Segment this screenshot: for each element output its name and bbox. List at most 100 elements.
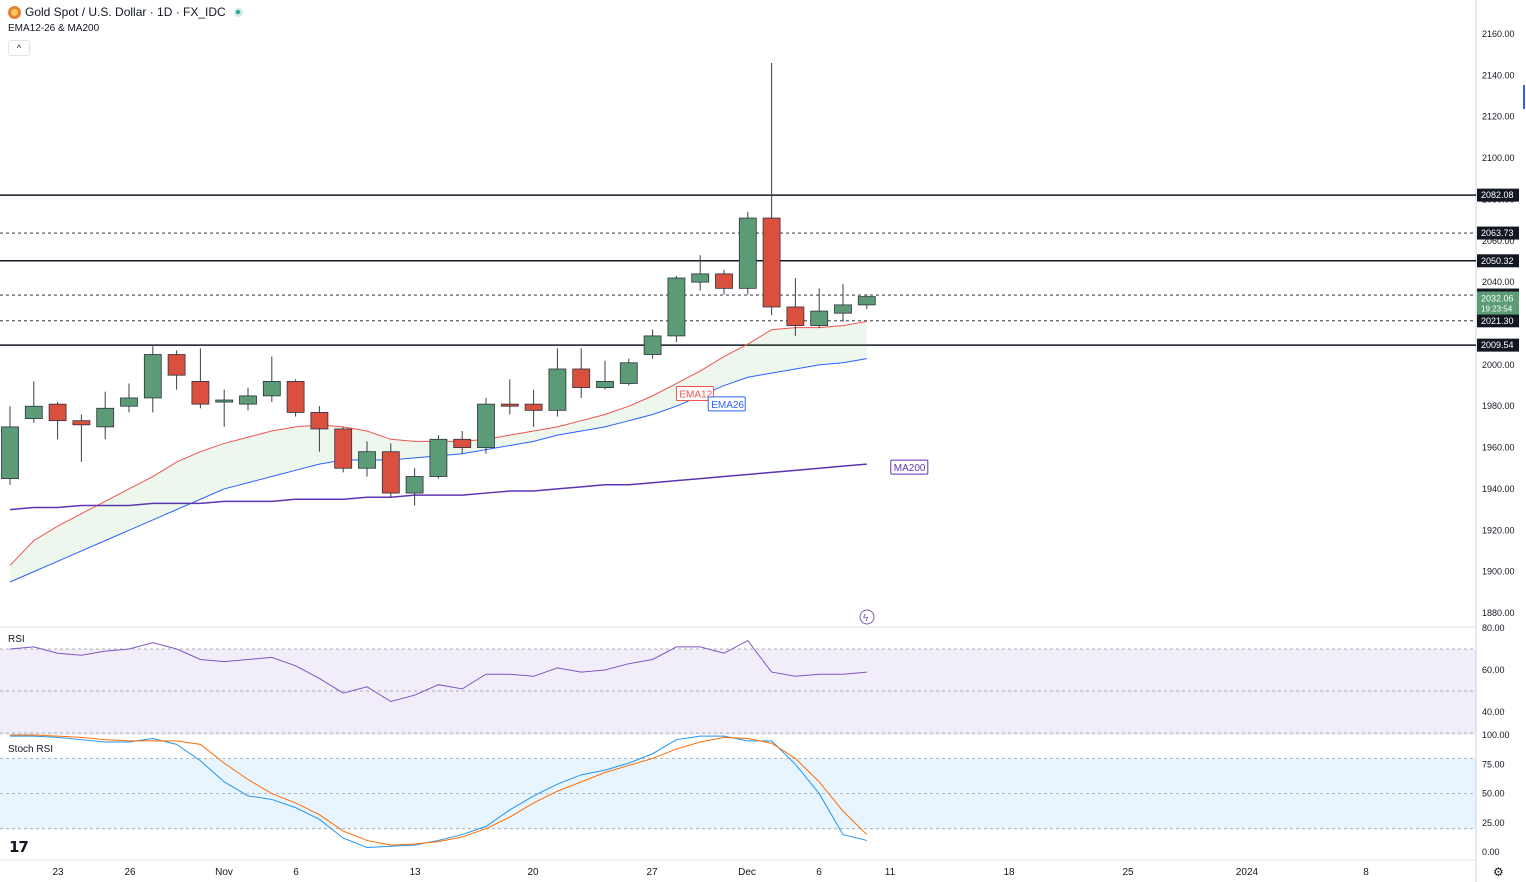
candle-body[interactable] xyxy=(405,476,424,494)
candle-body[interactable] xyxy=(381,451,400,494)
level-price-tag[interactable]: 2021.30 xyxy=(1477,314,1519,328)
ma200-line[interactable] xyxy=(9,463,867,511)
candle-body[interactable] xyxy=(667,277,686,337)
candle-body[interactable] xyxy=(334,428,353,469)
candle[interactable] xyxy=(786,278,805,336)
candle[interactable] xyxy=(262,356,281,403)
candle[interactable] xyxy=(691,255,710,291)
rsi-line[interactable] xyxy=(9,639,867,703)
candle[interactable] xyxy=(358,441,376,477)
candle-body[interactable] xyxy=(24,405,43,420)
candle-body[interactable] xyxy=(643,335,662,355)
ema12-label[interactable]: EMA12 xyxy=(675,385,714,401)
candle-body[interactable] xyxy=(691,273,710,283)
candle-body[interactable] xyxy=(286,380,305,413)
candle[interactable] xyxy=(477,397,495,454)
candle-body[interactable] xyxy=(524,403,543,411)
candle[interactable] xyxy=(667,275,686,343)
candle-body[interactable] xyxy=(96,407,115,428)
level-price-tag[interactable]: 2063.73 xyxy=(1477,226,1519,240)
candle-body[interactable] xyxy=(167,354,186,376)
candle-body[interactable] xyxy=(619,362,638,384)
ema26-label[interactable]: EMA26 xyxy=(707,396,746,412)
candle-body[interactable] xyxy=(572,368,591,389)
candle-body[interactable] xyxy=(477,403,495,448)
candle[interactable] xyxy=(24,381,43,423)
candle[interactable] xyxy=(96,391,115,440)
candle[interactable] xyxy=(500,379,519,415)
candle-body[interactable] xyxy=(239,395,257,405)
candle-body[interactable] xyxy=(834,304,852,314)
candle[interactable] xyxy=(857,294,876,310)
stoch-rsi-pane-label[interactable]: Stoch RSI xyxy=(8,744,54,755)
stoch-k-line[interactable] xyxy=(10,735,867,848)
candle-body[interactable] xyxy=(310,412,329,430)
candle[interactable] xyxy=(286,379,305,417)
candle-body[interactable] xyxy=(358,451,376,469)
candle-body[interactable] xyxy=(1,426,19,479)
candle-body[interactable] xyxy=(262,380,281,397)
candle[interactable] xyxy=(167,350,186,390)
candle[interactable] xyxy=(1,406,19,485)
candle-body[interactable] xyxy=(548,368,567,411)
level-price-tag[interactable]: 2050.32 xyxy=(1477,254,1519,268)
candle-body[interactable] xyxy=(120,397,138,407)
candle-body[interactable] xyxy=(762,217,781,308)
candle[interactable] xyxy=(715,269,733,295)
candle-body[interactable] xyxy=(715,273,733,289)
level-price-tag[interactable]: 2082.08 xyxy=(1477,188,1519,202)
candle[interactable] xyxy=(215,389,234,427)
candle[interactable] xyxy=(381,443,400,498)
collapse-legend-button[interactable]: ^ xyxy=(8,40,30,56)
candle[interactable] xyxy=(120,383,138,413)
candle-body[interactable] xyxy=(48,403,67,422)
candle-body[interactable] xyxy=(191,380,210,405)
scroll-indicator[interactable] xyxy=(1523,85,1525,109)
stoch-d-line[interactable] xyxy=(10,734,868,846)
candle-body[interactable] xyxy=(429,438,448,477)
rsi-pane-label[interactable]: RSI xyxy=(8,634,25,645)
candle[interactable] xyxy=(143,346,162,413)
candle[interactable] xyxy=(762,62,781,316)
candle[interactable] xyxy=(572,348,591,398)
indicator-legend[interactable]: EMA12-26 & MA200 xyxy=(8,23,100,34)
candle[interactable] xyxy=(524,389,543,427)
candle[interactable] xyxy=(810,288,829,328)
candle[interactable] xyxy=(310,406,329,452)
candle-body[interactable] xyxy=(857,296,876,306)
candle-body[interactable] xyxy=(500,403,519,407)
candle[interactable] xyxy=(596,360,614,390)
ma200-label[interactable]: MA200 xyxy=(890,459,929,475)
candle[interactable] xyxy=(72,414,91,463)
candle[interactable] xyxy=(453,431,472,454)
candle[interactable] xyxy=(548,348,567,417)
symbol-title[interactable]: Gold Spot / U.S. Dollar · 1D · FX_IDC xyxy=(25,5,226,19)
tradingview-logo-icon[interactable]: 17 xyxy=(9,838,29,856)
candle[interactable] xyxy=(48,402,67,440)
candle[interactable] xyxy=(429,435,448,479)
rsi-tick-label: 80.00 xyxy=(1482,623,1505,633)
candle-body[interactable] xyxy=(738,217,757,289)
level-price-tag[interactable]: 2009.54 xyxy=(1477,338,1519,352)
lightning-icon[interactable]: ϟ xyxy=(859,609,875,625)
candle-body[interactable] xyxy=(72,420,91,426)
candle[interactable] xyxy=(405,468,424,506)
candle-body[interactable] xyxy=(215,399,234,403)
candle[interactable] xyxy=(191,348,210,409)
candle-body[interactable] xyxy=(810,310,829,326)
candle-body[interactable] xyxy=(786,306,805,326)
candle[interactable] xyxy=(619,358,638,386)
candle[interactable] xyxy=(834,284,852,322)
ma200-label-box xyxy=(890,459,929,475)
candle-body[interactable] xyxy=(453,438,472,448)
time-tick-label: 11 xyxy=(885,867,896,878)
candle[interactable] xyxy=(334,426,353,473)
candle-body[interactable] xyxy=(143,354,162,399)
candle-body[interactable] xyxy=(596,380,614,389)
candle[interactable] xyxy=(239,387,257,411)
candle[interactable] xyxy=(738,211,757,295)
settings-gear-icon[interactable]: ⚙ xyxy=(1493,865,1504,879)
candle[interactable] xyxy=(643,329,662,359)
